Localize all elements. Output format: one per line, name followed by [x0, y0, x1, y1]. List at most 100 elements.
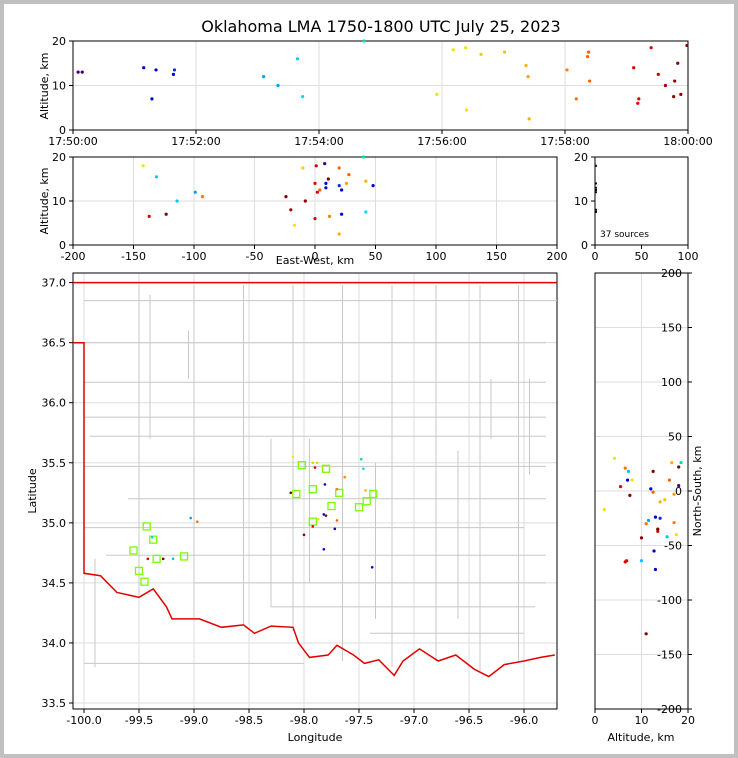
time-source-point: [171, 72, 176, 76]
time-source-point: [502, 50, 507, 54]
time-source-point: [672, 95, 676, 99]
ew-source-point: [340, 188, 344, 192]
time-source-point: [649, 46, 653, 50]
ns-y-tick-label: 150: [661, 322, 682, 335]
map-source-point: [322, 547, 326, 551]
ew-source-point: [337, 184, 341, 188]
hist-y-tick-label: 0: [581, 239, 588, 252]
hist-x-tick-label: 50: [635, 250, 649, 263]
lma-station-marker: [297, 461, 306, 470]
map-source-point: [311, 525, 315, 528]
ns-source-point: [658, 500, 662, 504]
ew-source-point: [164, 212, 168, 216]
time-source-point: [565, 68, 569, 72]
map-axes-frame: [72, 272, 558, 710]
lma-station-marker: [321, 464, 331, 473]
lma-station-marker: [362, 497, 371, 506]
map-source-point: [291, 455, 295, 459]
time-source-point: [574, 97, 578, 101]
ns-source-point: [651, 469, 655, 473]
ns-source-point: [644, 632, 648, 636]
time-source-point: [465, 108, 469, 112]
ew-x-tick-label: -100: [182, 250, 207, 263]
time-y-axis-label: Altitude, km: [38, 52, 51, 119]
ew-source-point: [323, 162, 327, 166]
map-x-tick-label: -100.0: [66, 714, 101, 727]
hist-bin: [595, 208, 597, 211]
hist-bin: [595, 186, 597, 189]
ew-y-tick-label: 20: [52, 151, 66, 164]
ew-source-point: [313, 217, 317, 221]
time-source-point: [463, 46, 468, 50]
ns-source-point: [672, 492, 676, 496]
ns-source-point: [674, 533, 678, 537]
ew-source-point: [314, 164, 318, 168]
ns-y-axis-label: North-South, km: [691, 446, 704, 537]
ns-source-point: [644, 522, 648, 526]
lma-figure: Oklahoma LMA 1750-1800 UTC July 25, 2023…: [26, 17, 713, 744]
map-source-point: [335, 519, 339, 522]
state-border: [73, 341, 555, 678]
time-source-point: [585, 54, 590, 59]
ns-source-point: [626, 469, 631, 473]
time-altitude-panel: 17:50:00 17:52:00 17:54:00 17:56:00 17:58:00…: [38, 35, 713, 148]
ew-source-point: [175, 199, 179, 203]
ns-source-point: [656, 527, 660, 531]
map-x-tick-label: -96.0: [510, 714, 538, 727]
map-x-tick-label: -99.0: [180, 714, 208, 727]
ns-source-point: [625, 559, 629, 563]
map-source-point: [315, 461, 319, 465]
ew-source-point: [361, 155, 365, 159]
time-y-tick-label: 20: [52, 35, 66, 48]
time-source-point: [295, 57, 300, 61]
ns-y-tick-label: -150: [657, 649, 682, 662]
ns-y-tick-label: 0: [675, 485, 682, 498]
ns-source-point: [649, 487, 653, 491]
time-source-point: [527, 117, 531, 121]
time-source-point: [154, 68, 158, 72]
ns-y-tick-label: -200: [657, 703, 682, 716]
map-source-point: [302, 533, 306, 537]
ns-source-point: [665, 535, 669, 539]
map-source-point: [311, 461, 315, 465]
ew-x-tick-label: 150: [486, 250, 507, 263]
figure-frame: Oklahoma LMA 1750-1800 UTC July 25, 2023…: [4, 4, 734, 754]
time-source-point: [673, 79, 677, 83]
hist-x-tick-label: 100: [678, 250, 699, 263]
ew-source-point: [154, 175, 159, 179]
ew-source-point: [292, 223, 297, 227]
ew-x-tick-label: -50: [246, 250, 264, 263]
ew-source-point: [289, 208, 293, 212]
ns-source-point: [679, 461, 683, 465]
map-y-tick-label: 36.0: [42, 397, 67, 410]
map-source-point: [171, 557, 175, 561]
ew-source-point: [364, 179, 368, 183]
map-y-tick-label: 37.0: [42, 277, 67, 290]
map-y-tick-label: 34.5: [42, 577, 67, 590]
altitude-north-south-panel: 0 10 20-200 -150 -100 -50 0 50 100 150 200 Altitude…: [592, 267, 705, 744]
lma-station-marker: [308, 517, 317, 526]
time-y-tick-label: 10: [52, 80, 66, 93]
lma-station-marker: [335, 488, 344, 497]
map-source-point: [359, 457, 363, 461]
ns-source-point: [658, 516, 662, 520]
time-source-point: [676, 61, 680, 65]
time-source-point: [262, 75, 266, 79]
hist-y-tick-label: 10: [574, 195, 588, 208]
ns-y-tick-label: 50: [668, 431, 682, 444]
county-boundaries: [84, 285, 557, 673]
time-source-point: [588, 79, 592, 83]
ns-source-point: [646, 518, 651, 523]
map-source-point: [364, 489, 367, 492]
hist-bin: [595, 191, 597, 194]
time-source-point: [632, 66, 636, 70]
ew-source-point: [324, 181, 328, 185]
time-source-point: [451, 48, 455, 52]
time-source-point: [76, 70, 80, 74]
ew-x-tick-label: 50: [369, 250, 383, 263]
ns-source-point: [663, 498, 667, 502]
hist-source-count: 37 sources: [600, 230, 649, 240]
time-x-tick-label: 17:50:00: [48, 135, 97, 148]
map-x-tick-label: -97.0: [400, 714, 428, 727]
ew-source-point: [318, 188, 322, 192]
